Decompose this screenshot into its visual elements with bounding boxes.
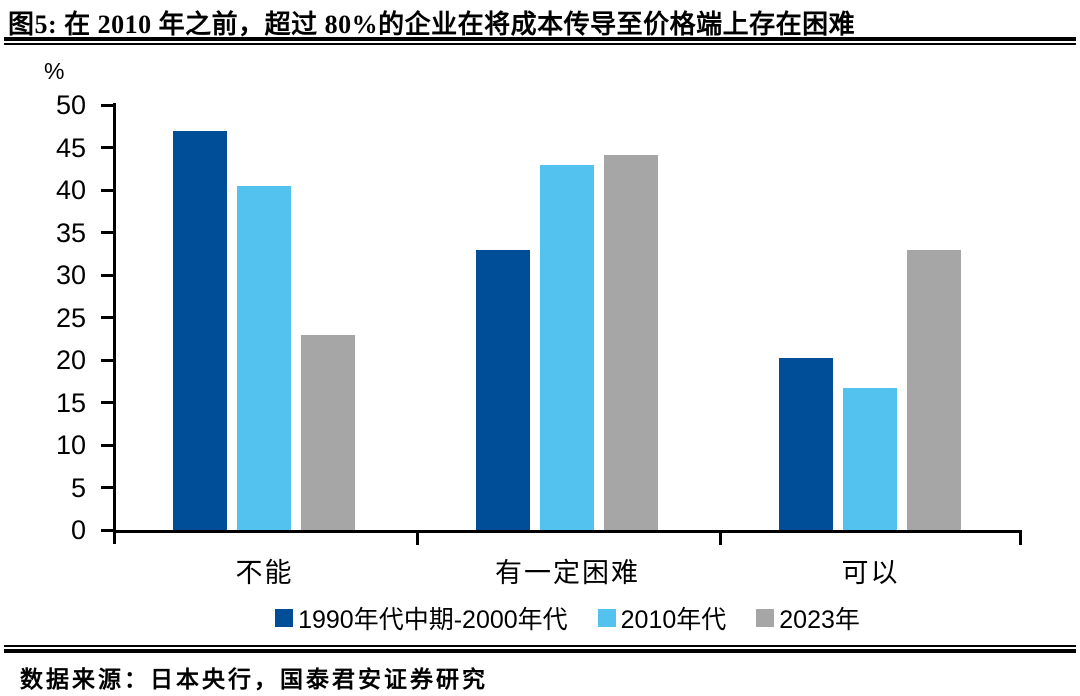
- bar-2023年-有一定困难: [604, 155, 658, 530]
- y-tick-mark: [101, 103, 113, 107]
- y-tick-label: 50: [55, 90, 86, 120]
- y-tick-label: 20: [55, 345, 86, 375]
- x-category-label: 可以: [841, 558, 900, 588]
- y-tick-label: 15: [55, 387, 86, 418]
- legend-item: 2010年代: [597, 600, 727, 636]
- x-tick-mark: [416, 530, 419, 545]
- y-tick-label: 5: [70, 472, 86, 503]
- y-tick-mark: [101, 146, 113, 149]
- y-tick-mark: [101, 231, 113, 234]
- y-tick-mark: [101, 443, 113, 447]
- y-tick-mark: [101, 528, 113, 532]
- bar-1990年代中期-2000年代-可以: [779, 358, 833, 530]
- x-tick-mark: [719, 530, 722, 545]
- bar-2010年代-不能: [237, 185, 291, 530]
- figure-title: 图5: 在 2010 年之前，超过 80%的企业在将成本传导至价格端上存在困难: [8, 10, 856, 39]
- bar-2023年-不能: [301, 334, 355, 530]
- y-tick-label: 0: [70, 515, 86, 545]
- y-tick-mark: [101, 401, 113, 404]
- y-tick-label: 35: [55, 217, 86, 248]
- y-tick-mark: [101, 273, 113, 277]
- bar-2023年-可以: [907, 249, 961, 530]
- y-tick-label: 40: [55, 175, 86, 205]
- bar-2010年代-有一定困难: [540, 164, 594, 530]
- x-tick-mark: [1019, 530, 1022, 545]
- data-source-note: 数据来源：日本央行，国泰君安证券研究: [20, 667, 488, 692]
- x-category-label: 有一定困难: [495, 558, 640, 588]
- legend-item: 2023年: [756, 600, 860, 636]
- bar-1990年代中期-2000年代-不能: [173, 131, 227, 530]
- x-category-label: 不能: [235, 558, 294, 588]
- y-tick-mark: [101, 316, 113, 319]
- y-tick-mark: [101, 188, 113, 192]
- y-tick-mark: [101, 486, 113, 489]
- title-divider: [4, 37, 1076, 45]
- bar-1990年代中期-2000年代-有一定困难: [476, 249, 530, 530]
- y-axis-line: [113, 103, 116, 544]
- y-tick-mark: [101, 358, 113, 362]
- legend-swatch-icon: [275, 609, 294, 627]
- legend-item: 1990年代中期-2000年代: [275, 600, 568, 636]
- y-tick-label: 30: [55, 260, 86, 290]
- y-axis-unit-label: %: [44, 58, 65, 84]
- x-axis-line: [113, 530, 1022, 533]
- legend-label: 2010年代: [620, 606, 727, 634]
- y-tick-label: 45: [55, 132, 86, 163]
- legend-label: 2023年: [779, 606, 860, 634]
- y-tick-label: 25: [55, 302, 86, 333]
- legend-swatch-icon: [756, 609, 775, 627]
- legend-swatch-icon: [597, 609, 616, 627]
- y-tick-label: 10: [55, 430, 86, 460]
- footer-divider: [4, 645, 1076, 653]
- chart-legend: 1990年代中期-2000年代 2010年代 2023年: [113, 600, 1022, 636]
- legend-label: 1990年代中期-2000年代: [298, 606, 568, 634]
- bar-2010年代-可以: [843, 388, 897, 530]
